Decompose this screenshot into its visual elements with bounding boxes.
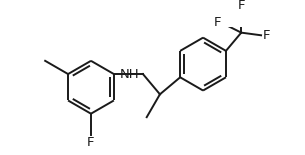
- Text: NH: NH: [120, 68, 140, 81]
- Text: F: F: [238, 0, 245, 12]
- Text: F: F: [87, 137, 95, 149]
- Text: F: F: [214, 16, 221, 29]
- Text: F: F: [263, 29, 270, 42]
